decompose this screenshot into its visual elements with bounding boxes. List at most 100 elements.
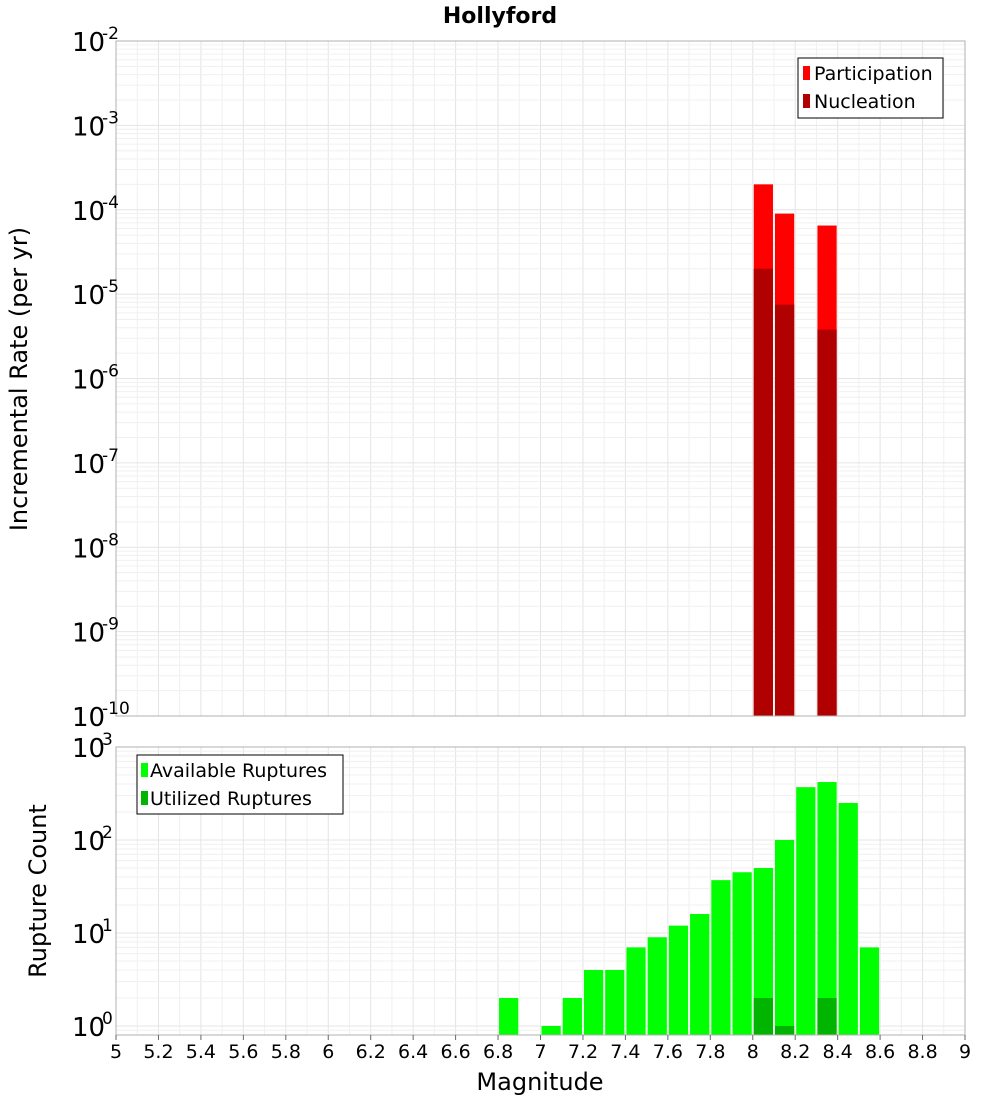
bar-available-ruptures — [605, 969, 625, 1035]
x-tick-label: 9 — [959, 1041, 971, 1063]
y-tick-exponent: -5 — [102, 277, 119, 297]
y-tick-base: 10 — [72, 1013, 105, 1043]
bar-available-ruptures — [796, 787, 816, 1035]
y-tick-label: 10-5 — [72, 277, 119, 311]
x-tick-label: 5.2 — [143, 1041, 173, 1063]
x-tick-label: 8.6 — [865, 1041, 895, 1063]
x-tick-label: 8.8 — [907, 1041, 937, 1063]
y-tick-exponent: -7 — [102, 446, 119, 466]
bar-available-ruptures — [711, 880, 731, 1035]
y-tick-label: 102 — [72, 823, 113, 857]
chart-title: Hollyford — [443, 4, 557, 29]
y-tick-label: 103 — [72, 730, 113, 764]
x-tick-label: 5 — [110, 1041, 122, 1063]
bar-utilized-ruptures — [774, 1025, 795, 1035]
y-tick-exponent: -10 — [102, 699, 130, 719]
bar-available-ruptures — [562, 997, 582, 1035]
x-tick-label: 8 — [747, 1041, 759, 1063]
y-tick-base: 10 — [72, 197, 105, 227]
bar-available-ruptures — [817, 782, 837, 1035]
bar-nucleation — [817, 329, 837, 716]
x-ticks: 5 5.2 5.4 5.6 5.8 6 6.2 6.4 6.6 6.8 7 7.2 7.4 7.6 7.8 8… — [110, 1035, 971, 1063]
x-tick-label: 8.4 — [823, 1041, 853, 1063]
x-tick-label: 7 — [534, 1041, 546, 1063]
y-tick-label: 10-7 — [72, 446, 119, 480]
x-tick-label: 7.6 — [653, 1041, 683, 1063]
bottom-legend: Available Ruptures Utilized Ruptures — [136, 754, 344, 815]
bar-available-ruptures — [732, 872, 752, 1035]
x-axis-label: Magnitude — [476, 1068, 603, 1096]
bar-available-ruptures — [753, 867, 773, 1035]
bar-utilized-ruptures — [753, 997, 773, 1035]
y-tick-base: 10 — [72, 920, 105, 950]
bar-available-ruptures — [541, 1025, 561, 1035]
top-y-axis-label: Incremental Rate (per yr) — [5, 227, 33, 531]
y-tick-label: 10-10 — [72, 699, 130, 733]
x-tick-label: 7.4 — [610, 1041, 640, 1063]
y-tick-exponent: -3 — [102, 108, 119, 128]
legend-label-utilized: Utilized Ruptures — [150, 788, 312, 810]
y-tick-label: 10-6 — [72, 362, 119, 396]
y-tick-label: 10-2 — [72, 24, 119, 58]
y-tick-label: 100 — [72, 1009, 113, 1043]
legend-label-participation: Participation — [814, 63, 933, 85]
bar-available-ruptures — [668, 925, 689, 1035]
y-tick-exponent: -8 — [102, 530, 119, 550]
x-tick-label: 7.2 — [568, 1041, 598, 1063]
bar-nucleation — [774, 304, 795, 716]
top-panel: 10-210-310-410-510-610-710-810-910-10 In… — [5, 24, 966, 733]
x-tick-label: 5.4 — [186, 1041, 216, 1063]
top-legend: Participation Nucleation — [797, 57, 944, 119]
y-tick-base: 10 — [72, 366, 105, 396]
top-bars — [753, 184, 837, 717]
bar-available-ruptures — [647, 937, 667, 1035]
y-tick-exponent: -2 — [102, 24, 119, 44]
y-tick-base: 10 — [72, 703, 105, 733]
x-tick-label: 7.8 — [695, 1041, 725, 1063]
top-y-ticks: 10-210-310-410-510-610-710-810-910-10 — [72, 24, 130, 733]
y-tick-exponent: 3 — [102, 730, 113, 750]
x-tick-label: 6.4 — [398, 1041, 428, 1063]
x-tick-label: 6.8 — [483, 1041, 513, 1063]
y-tick-label: 10-4 — [72, 193, 119, 227]
y-tick-exponent: 1 — [102, 916, 113, 936]
y-tick-label: 10-9 — [72, 615, 119, 649]
top-grid — [115, 40, 966, 717]
y-tick-label: 10-3 — [72, 108, 119, 142]
y-tick-base: 10 — [72, 827, 105, 857]
bottom-y-axis-label: Rupture Count — [24, 804, 52, 978]
y-tick-base: 10 — [72, 112, 105, 142]
y-tick-exponent: -6 — [102, 362, 119, 382]
y-tick-exponent: -9 — [102, 615, 119, 635]
x-tick-label: 5.6 — [228, 1041, 258, 1063]
x-tick-label: 6.6 — [440, 1041, 470, 1063]
bottom-bars — [499, 782, 880, 1035]
x-tick-label: 6 — [322, 1041, 334, 1063]
bottom-legend-box — [136, 754, 344, 815]
y-tick-label: 10-8 — [72, 530, 119, 564]
bar-available-ruptures — [838, 802, 858, 1035]
x-tick-label: 6.2 — [356, 1041, 386, 1063]
bar-available-ruptures — [583, 969, 604, 1035]
y-tick-base: 10 — [72, 534, 105, 564]
bar-nucleation — [753, 268, 773, 716]
bar-utilized-ruptures — [817, 997, 837, 1035]
bar-available-ruptures — [859, 947, 880, 1035]
bar-available-ruptures — [499, 997, 519, 1035]
y-tick-base: 10 — [72, 281, 105, 311]
y-tick-exponent: 2 — [102, 823, 113, 843]
bar-available-ruptures — [690, 914, 710, 1035]
legend-label-nucleation: Nucleation — [814, 91, 916, 113]
legend-swatch-participation — [803, 66, 810, 80]
x-tick-label: 8.2 — [780, 1041, 810, 1063]
bar-available-ruptures — [774, 839, 795, 1035]
legend-swatch-available — [141, 763, 148, 777]
y-tick-label: 101 — [72, 916, 113, 950]
y-tick-base: 10 — [72, 28, 105, 58]
y-tick-exponent: -4 — [102, 193, 119, 213]
y-tick-base: 10 — [72, 619, 105, 649]
y-tick-base: 10 — [72, 450, 105, 480]
bar-available-ruptures — [626, 947, 646, 1035]
